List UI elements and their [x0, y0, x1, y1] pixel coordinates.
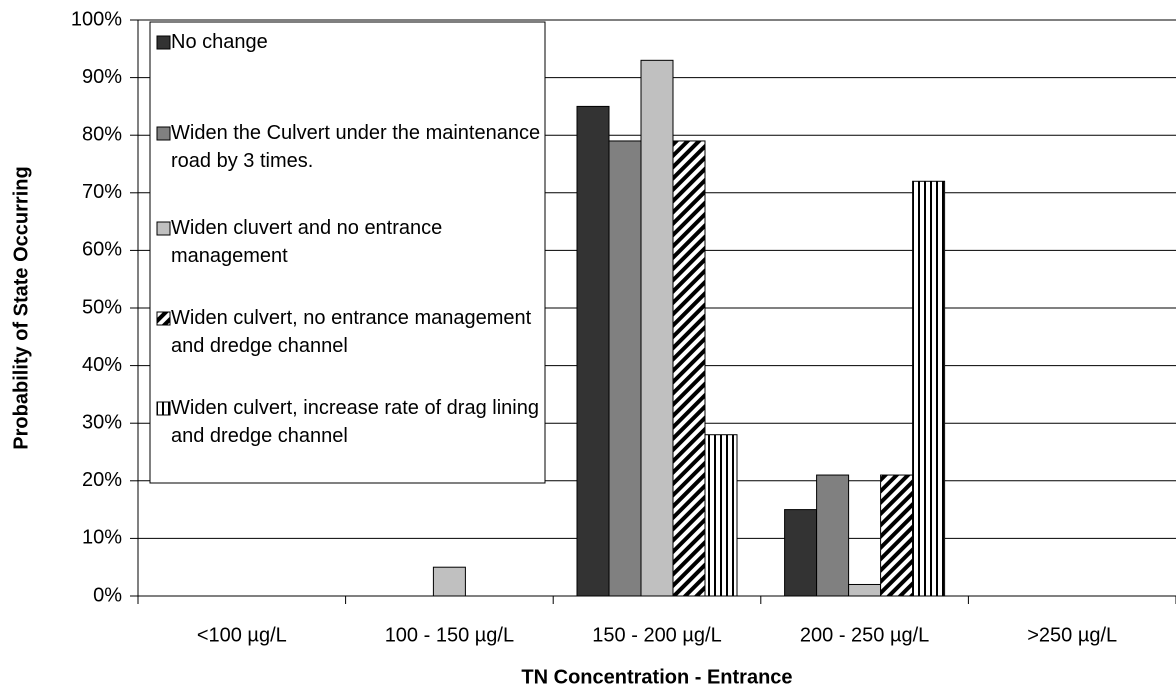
x-tick-label: 200 - 250 µg/L [800, 624, 929, 646]
y-tick-label: 30% [82, 411, 122, 433]
x-tick-label: >250 µg/L [1027, 624, 1117, 646]
y-tick-label: 100% [71, 8, 122, 30]
legend-swatch [156, 401, 171, 416]
legend-entry: No change [171, 31, 268, 53]
legend-entry: Widen cluvert and no entrance management [171, 217, 443, 267]
legend-label: Widen culvert, no entrance management an… [171, 307, 532, 357]
bar [784, 509, 818, 597]
legend-label: Widen the Culvert under the maintenance … [171, 122, 541, 172]
bar [608, 140, 642, 597]
legend-label: No change [171, 31, 268, 53]
x-tick-label: <100 µg/L [197, 624, 287, 646]
bar [640, 59, 674, 597]
y-tick-label: 40% [82, 354, 122, 376]
x-tick-label: 150 - 200 µg/L [592, 624, 721, 646]
legend-label: Widen culvert, increase rate of drag lin… [171, 397, 539, 447]
x-tick-label: 100 - 150 µg/L [385, 624, 514, 646]
bar [672, 140, 706, 597]
y-tick-label: 90% [82, 66, 122, 88]
legend-swatch [156, 221, 171, 236]
bar [576, 105, 610, 597]
y-tick-label: 20% [82, 469, 122, 491]
y-tick-label: 70% [82, 181, 122, 203]
legend-swatch [156, 311, 171, 326]
legend-swatch [156, 35, 171, 50]
legend-swatch [156, 126, 171, 141]
bar [912, 180, 946, 597]
legend-box [149, 21, 546, 484]
bar [848, 583, 882, 597]
y-tick-label: 80% [82, 123, 122, 145]
bar [432, 566, 466, 597]
legend-entry: Widen the Culvert under the maintenance … [171, 122, 541, 172]
legend-label: Widen cluvert and no entrance management [171, 217, 443, 267]
bar [880, 474, 914, 597]
y-tick-label: 10% [82, 527, 122, 549]
bar [704, 434, 738, 597]
bar [816, 474, 850, 597]
x-axis-label: TN Concentration - Entrance [521, 666, 792, 688]
y-tick-label: 50% [82, 296, 122, 318]
y-tick-label: 60% [82, 239, 122, 261]
y-tick-label: 0% [93, 584, 122, 606]
y-axis-label: Probability of State Occurring [10, 166, 32, 449]
legend-entry: Widen culvert, no entrance management an… [171, 307, 532, 357]
legend-entry: Widen culvert, increase rate of drag lin… [171, 397, 539, 447]
